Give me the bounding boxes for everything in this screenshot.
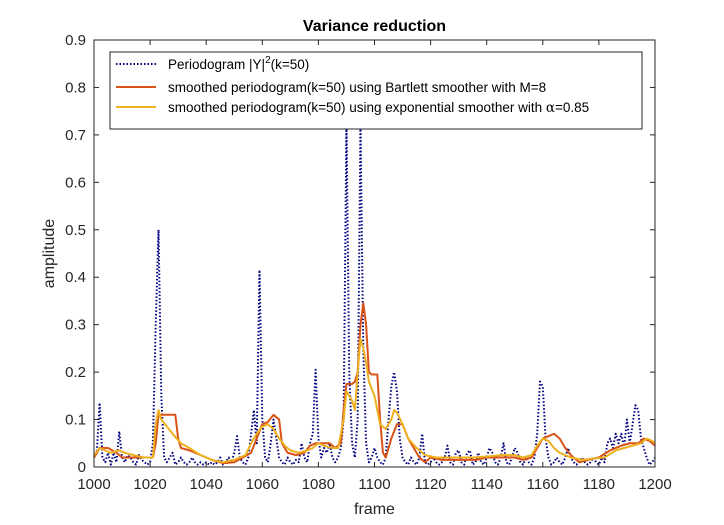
legend: Periodogram |Y|2(k=50) smoothed periodogr… <box>109 51 643 130</box>
x-tick-label: 1120 <box>414 476 446 493</box>
y-tick-label: 0.3 <box>65 317 86 334</box>
series-layer <box>94 124 655 466</box>
x-tick-label: 1200 <box>638 476 671 493</box>
y-tick-label: 0.2 <box>65 364 86 381</box>
x-tick-label: 1000 <box>77 476 110 493</box>
legend-entry-exponential: smoothed periodogram(k=50) using exponen… <box>168 100 589 116</box>
legend-box <box>109 51 643 130</box>
x-tick-label: 1040 <box>190 476 223 493</box>
x-tick-label: 1060 <box>246 476 279 493</box>
x-tick-label: 1100 <box>358 476 390 493</box>
y-tick-label: 0.4 <box>65 269 86 286</box>
periodogram-series <box>94 124 655 466</box>
x-tick-label: 1180 <box>583 476 615 493</box>
y-tick-label: 0.5 <box>65 222 86 239</box>
y-axis-label: amplitude <box>41 219 58 288</box>
x-tick-label: 1160 <box>527 476 559 493</box>
legend-entry-bartlett: smoothed periodogram(k=50) using Bartlet… <box>168 80 546 95</box>
tick-layer: 1000 1020 1040 1060 1080 1100 1120 1140 1160 1180… <box>65 32 672 493</box>
x-tick-label: 1020 <box>133 476 166 493</box>
x-tick-label: 1080 <box>302 476 335 493</box>
exponential-smoothed-series <box>94 337 655 464</box>
y-tick-label: 0.7 <box>65 127 86 144</box>
chart-title: Variance reduction <box>303 18 446 35</box>
y-tick-label: 0 <box>78 459 86 476</box>
bartlett-smoothed-series <box>94 302 655 465</box>
y-tick-label: 0.1 <box>65 412 86 429</box>
legend-entry-periodogram: Periodogram |Y|2(k=50) <box>168 55 309 72</box>
x-tick-label: 1140 <box>471 476 503 493</box>
y-tick-label: 0.9 <box>65 32 86 49</box>
y-tick-label: 0.8 <box>65 79 86 96</box>
y-tick-label: 0.6 <box>65 174 86 191</box>
x-axis-label: frame <box>354 501 395 518</box>
